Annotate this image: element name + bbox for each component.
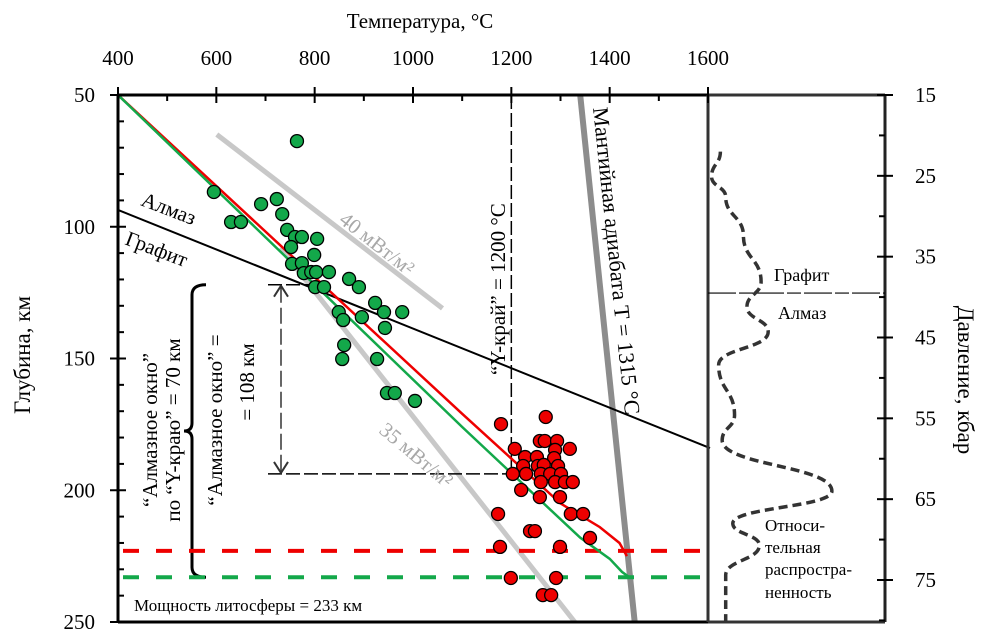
red-data-point <box>492 539 508 555</box>
y-tick-label: 250 <box>64 610 96 634</box>
green-data-point <box>369 351 385 367</box>
green-data-point <box>335 351 350 367</box>
red-data-point <box>533 474 548 490</box>
label-graphite: Графит <box>122 226 191 272</box>
geotherm-35-line <box>278 246 577 624</box>
window-arrow-down-icon <box>273 461 289 475</box>
green-data-point <box>354 309 370 325</box>
label-lithosphere: Мощность литосферы = 233 км <box>134 596 362 615</box>
relative-abundance-curve <box>709 151 834 626</box>
green-data-point <box>308 264 324 280</box>
panel-label-diamond: Алмаз <box>778 303 826 323</box>
x-tick-label: 400 <box>102 46 134 70</box>
green-data-point <box>289 133 305 149</box>
geotherm-40-line <box>215 132 445 311</box>
green-data-point <box>407 393 423 409</box>
y-axis-title: Глубина, км <box>10 296 35 414</box>
green-data-point <box>269 191 284 207</box>
red-data-point <box>562 441 577 457</box>
chart-marks <box>117 94 711 624</box>
x-tick-label: 800 <box>299 46 331 70</box>
green-data-point <box>294 229 310 245</box>
abundance-label-3: распростра- <box>765 560 852 579</box>
green-data-point <box>253 196 269 212</box>
x-tick-label: 600 <box>201 46 233 70</box>
panel-label-graphite: Графит <box>774 265 830 285</box>
green-data-point <box>336 312 351 328</box>
y2-tick-label: 25 <box>915 164 936 188</box>
label-window-1: “Алмазное окно” = <box>203 334 227 505</box>
green-data-point <box>233 214 249 230</box>
axes-frame: 400 600 800 1000 1200 1400 1600 50 100 150 200 250 1… <box>64 46 937 634</box>
red-data-point <box>565 474 580 490</box>
red-data-point <box>527 523 543 539</box>
abundance-label-4: ненность <box>765 583 832 602</box>
red-data-point <box>537 433 552 449</box>
green-data-point <box>307 247 322 263</box>
label-y-edge: “Y-край” = 1200 °C <box>486 203 510 375</box>
red-data-point <box>563 506 578 522</box>
green-data-point <box>395 304 410 320</box>
brace <box>183 283 207 579</box>
red-data-point <box>505 466 520 482</box>
y-tick-label: 50 <box>74 83 95 107</box>
green-data-point <box>351 279 367 295</box>
green-data-point <box>316 279 332 295</box>
red-data-point <box>507 441 522 457</box>
green-data-point <box>367 295 383 311</box>
y2-tick-label: 65 <box>915 487 936 511</box>
green-data-point <box>309 231 325 247</box>
red-data-point <box>575 506 591 522</box>
y2-tick-label: 15 <box>915 83 936 107</box>
label-window-2: = 108 км <box>235 343 259 420</box>
y2-axis-title: Давление, кбар <box>953 306 978 454</box>
y-tick-label: 100 <box>64 215 96 239</box>
red-data-point <box>514 482 529 498</box>
label-diamond: Алмаз <box>138 187 199 230</box>
green-data-point <box>376 304 392 320</box>
label-hf40: 40 мВт/м² <box>335 207 419 280</box>
y-tick-label: 200 <box>64 478 96 502</box>
y2-tick-label: 45 <box>915 326 936 350</box>
x-tick-label: 1200 <box>490 46 532 70</box>
y2-tick-label: 35 <box>915 245 936 269</box>
red-data-point <box>552 539 568 555</box>
red-data-point <box>538 409 553 425</box>
red-data-point <box>493 416 509 432</box>
green-data-point <box>206 184 222 200</box>
green-data-point <box>321 264 337 280</box>
red-data-point <box>548 570 564 586</box>
green-data-point <box>283 239 299 255</box>
red-data-point <box>532 489 547 505</box>
red-data-point <box>544 587 559 603</box>
abundance-label-2: тельная <box>765 538 821 557</box>
x-axis-title: Температура, °C <box>347 9 494 33</box>
abundance-label-1: Относи- <box>765 516 825 535</box>
green-data-point <box>275 206 290 222</box>
green-data-point <box>387 385 402 401</box>
y2-tick-label: 55 <box>915 406 936 430</box>
green-data-point <box>341 271 357 287</box>
graphite-diamond-line <box>117 208 711 450</box>
red-data-point <box>552 489 568 505</box>
red-data-point <box>582 530 598 546</box>
x-tick-label: 1600 <box>687 46 729 70</box>
window-arrow-up-icon <box>273 283 289 298</box>
red-data-point <box>503 570 518 586</box>
y-tick-label: 150 <box>64 347 96 371</box>
red-data-point <box>518 466 534 482</box>
red-data-point <box>490 506 506 522</box>
y2-tick-label: 75 <box>915 568 936 592</box>
green-geotherm-line <box>117 94 631 579</box>
label-window-y-1: “Алмазное окно” <box>138 353 162 507</box>
green-data-point <box>337 337 352 353</box>
green-data-point <box>377 320 393 336</box>
x-tick-label: 1000 <box>392 46 434 70</box>
x-tick-label: 1400 <box>589 46 631 70</box>
label-window-y-2: по “Y-краю” = 70 км <box>161 338 185 521</box>
mantle-adiabat-line <box>577 94 638 623</box>
